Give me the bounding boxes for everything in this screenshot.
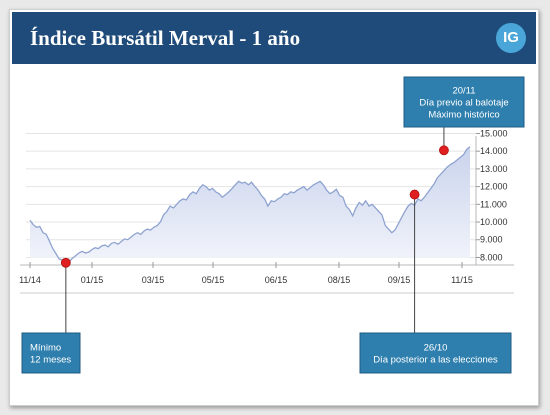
series-line (29, 146, 471, 264)
x-tick-label: 11/14 (19, 275, 41, 285)
annotation-label: Mínimo (30, 343, 61, 354)
x-tick-label: 05/15 (202, 275, 225, 285)
ig-logo: IG (496, 23, 526, 53)
y-tick-label: 9.000 (480, 235, 503, 245)
series-area (30, 146, 470, 263)
x-tick-label: 03/15 (142, 275, 165, 285)
y-tick-label: 11.000 (480, 199, 507, 209)
annotation-label: 12 meses (30, 355, 71, 366)
chart-header: Índice Bursátil Merval - 1 año IG (12, 12, 536, 64)
x-tick-label: 11/15 (451, 275, 473, 285)
y-tick-label: 14.000 (480, 146, 508, 156)
x-tick-label: 01/15 (81, 275, 104, 285)
y-tick-label: 15.000 (480, 128, 508, 138)
y-tick-label: 12.000 (480, 182, 508, 192)
annotation-box (403, 76, 525, 128)
annotation-label: 26/10 (424, 343, 448, 354)
annotation-label: Día previo al balotaje (419, 98, 508, 109)
annotation-label: Día posterior a las elecciones (373, 355, 498, 366)
annotation-marker (60, 257, 71, 268)
annotation-label: 20/11 (452, 86, 475, 97)
x-tick-label: 08/15 (328, 275, 351, 285)
x-tick-label: 06/15 (265, 275, 288, 285)
y-tick-label: 8.000 (480, 252, 503, 262)
y-tick-label: 10.000 (480, 217, 508, 227)
annotation-box (21, 332, 81, 374)
y-tick-label: 13.000 (480, 164, 508, 174)
annotation-label: Máximo histórico (428, 110, 499, 121)
annotation-marker (439, 145, 449, 156)
x-tick-label: 09/15 (388, 275, 411, 285)
annotation-marker (409, 189, 420, 200)
annotation-box (359, 332, 512, 374)
page-title: Índice Bursátil Merval - 1 año (30, 26, 301, 50)
